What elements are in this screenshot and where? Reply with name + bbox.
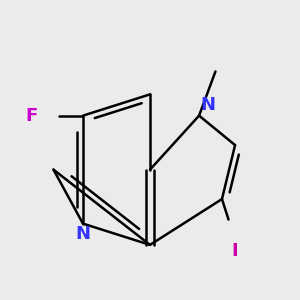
Text: N: N <box>201 96 216 114</box>
Text: N: N <box>75 225 90 243</box>
Text: I: I <box>232 242 238 260</box>
Text: F: F <box>25 106 37 124</box>
